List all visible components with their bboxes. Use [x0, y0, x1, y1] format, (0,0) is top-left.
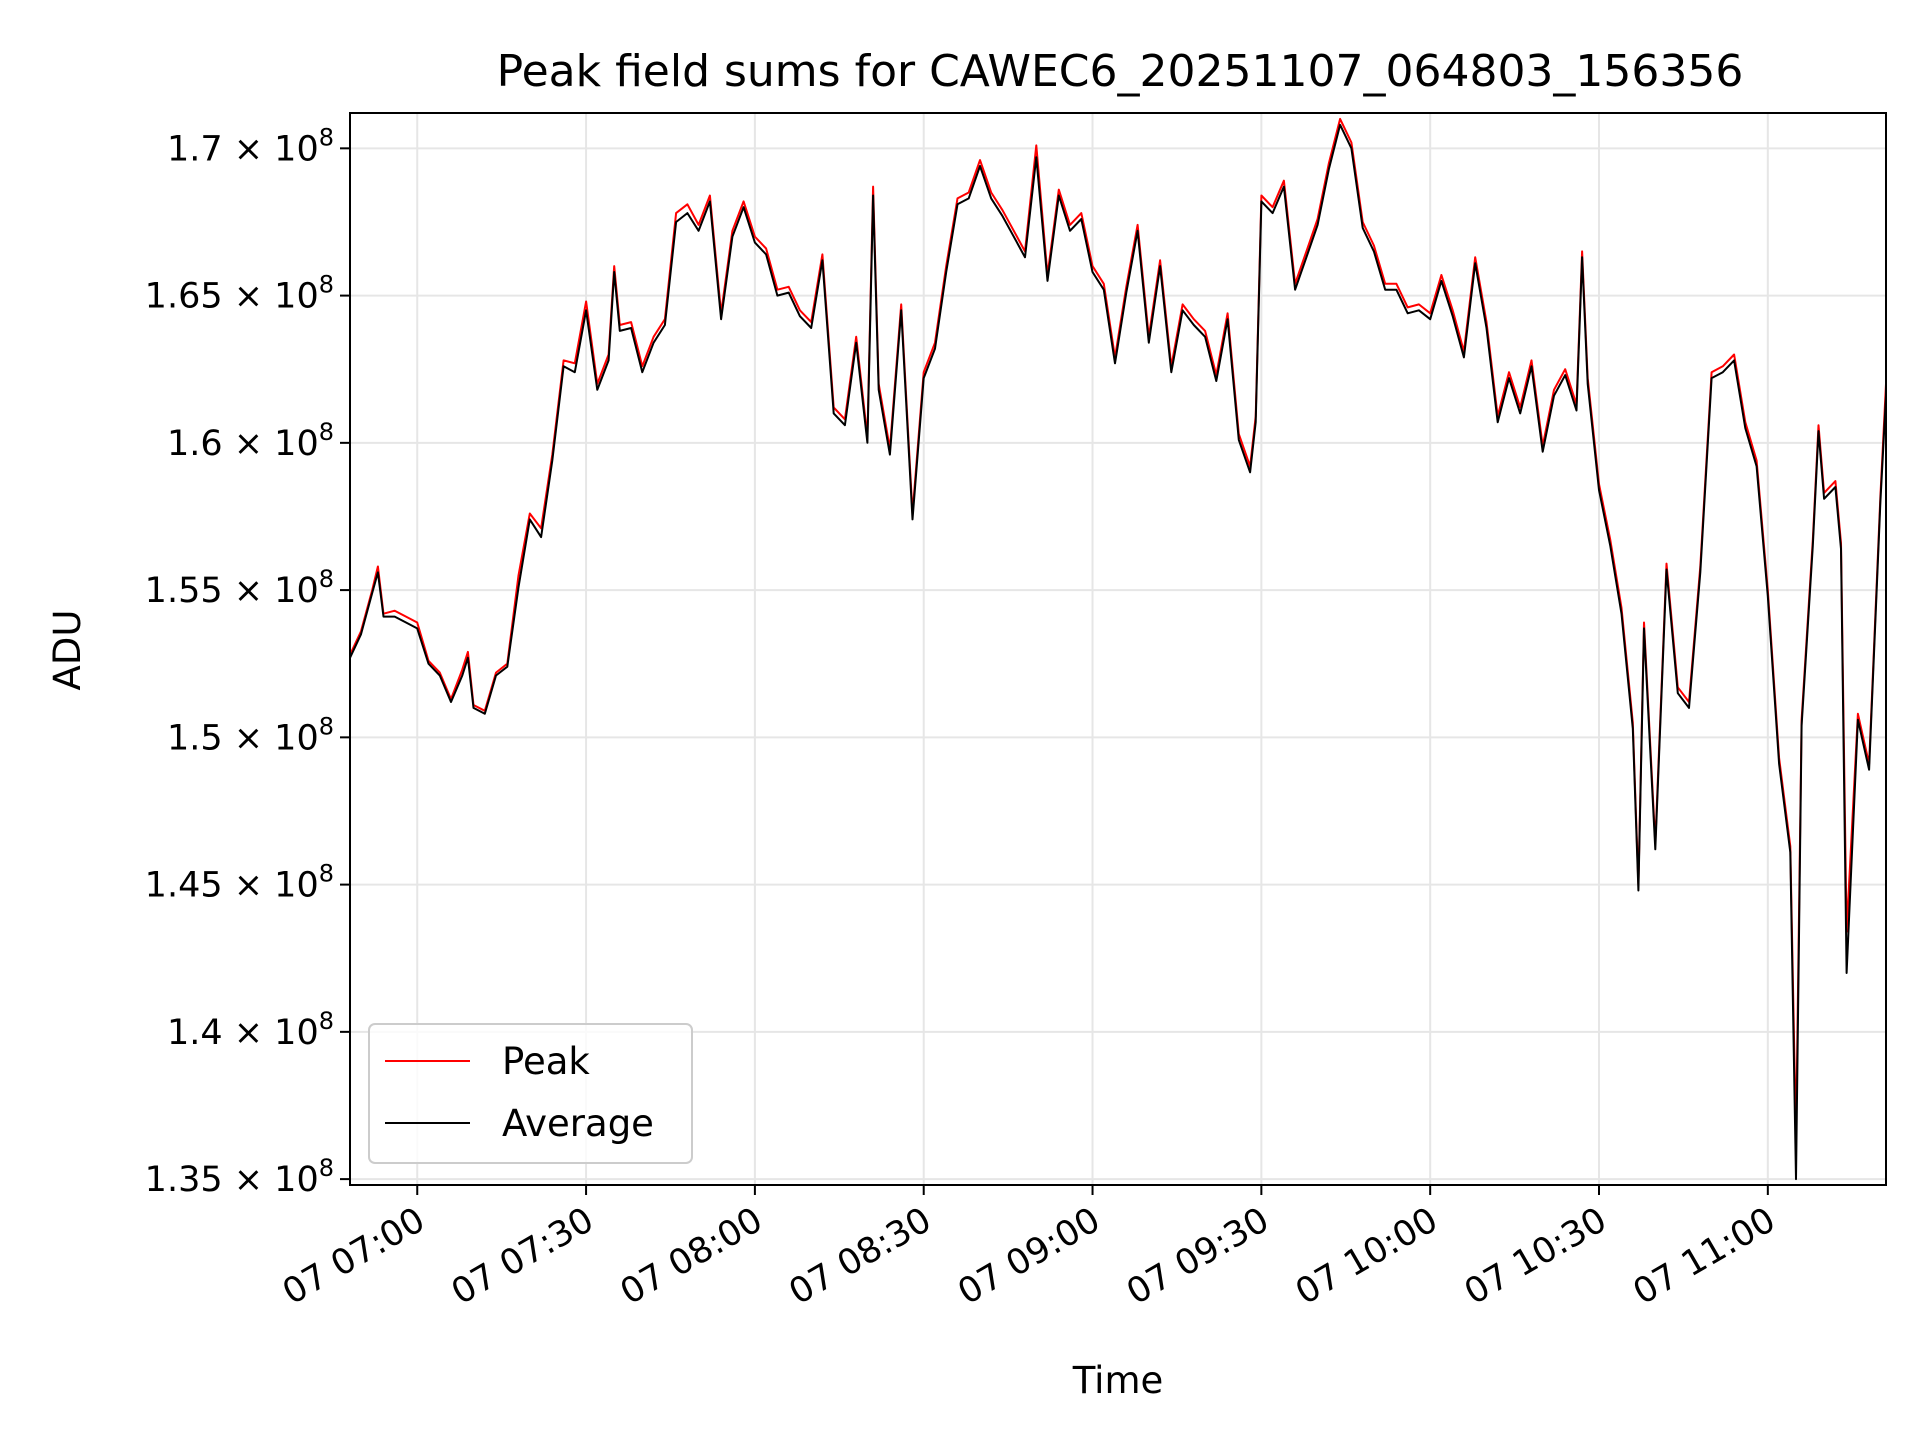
grid-lines: [350, 113, 1886, 1185]
y-tick-label: 1.4 × 108: [167, 1007, 334, 1053]
legend: Peak Average: [368, 1023, 693, 1164]
y-tick-label: 1.5 × 108: [167, 712, 334, 758]
plot-area-frame: [349, 112, 1887, 1186]
series-lines: [350, 117, 1886, 1181]
legend-box: [368, 1023, 693, 1164]
y-tick-label: 1.6 × 108: [167, 418, 334, 464]
chart-title: Peak field sums for CAWEC6_20251107_0648…: [497, 46, 1744, 97]
series-line-average: [350, 123, 1886, 1181]
y-tick-label: 1.45 × 108: [145, 860, 334, 906]
y-tick-label: 1.7 × 108: [167, 123, 334, 169]
y-tick-label: 1.65 × 108: [145, 271, 334, 317]
y-axis-ticks: 1.35 × 108 1.4 × 108 1.45 × 108 1.5 × 108 1.…: [145, 123, 350, 1200]
y-tick-label: 1.35 × 108: [145, 1154, 334, 1200]
y-axis-label: ADU: [46, 610, 89, 691]
legend-label-peak: Peak: [502, 1040, 590, 1083]
legend-label-average: Average: [502, 1102, 654, 1145]
y-tick-label: 1.55 × 108: [145, 565, 334, 611]
x-axis-label: Time: [1072, 1359, 1164, 1402]
